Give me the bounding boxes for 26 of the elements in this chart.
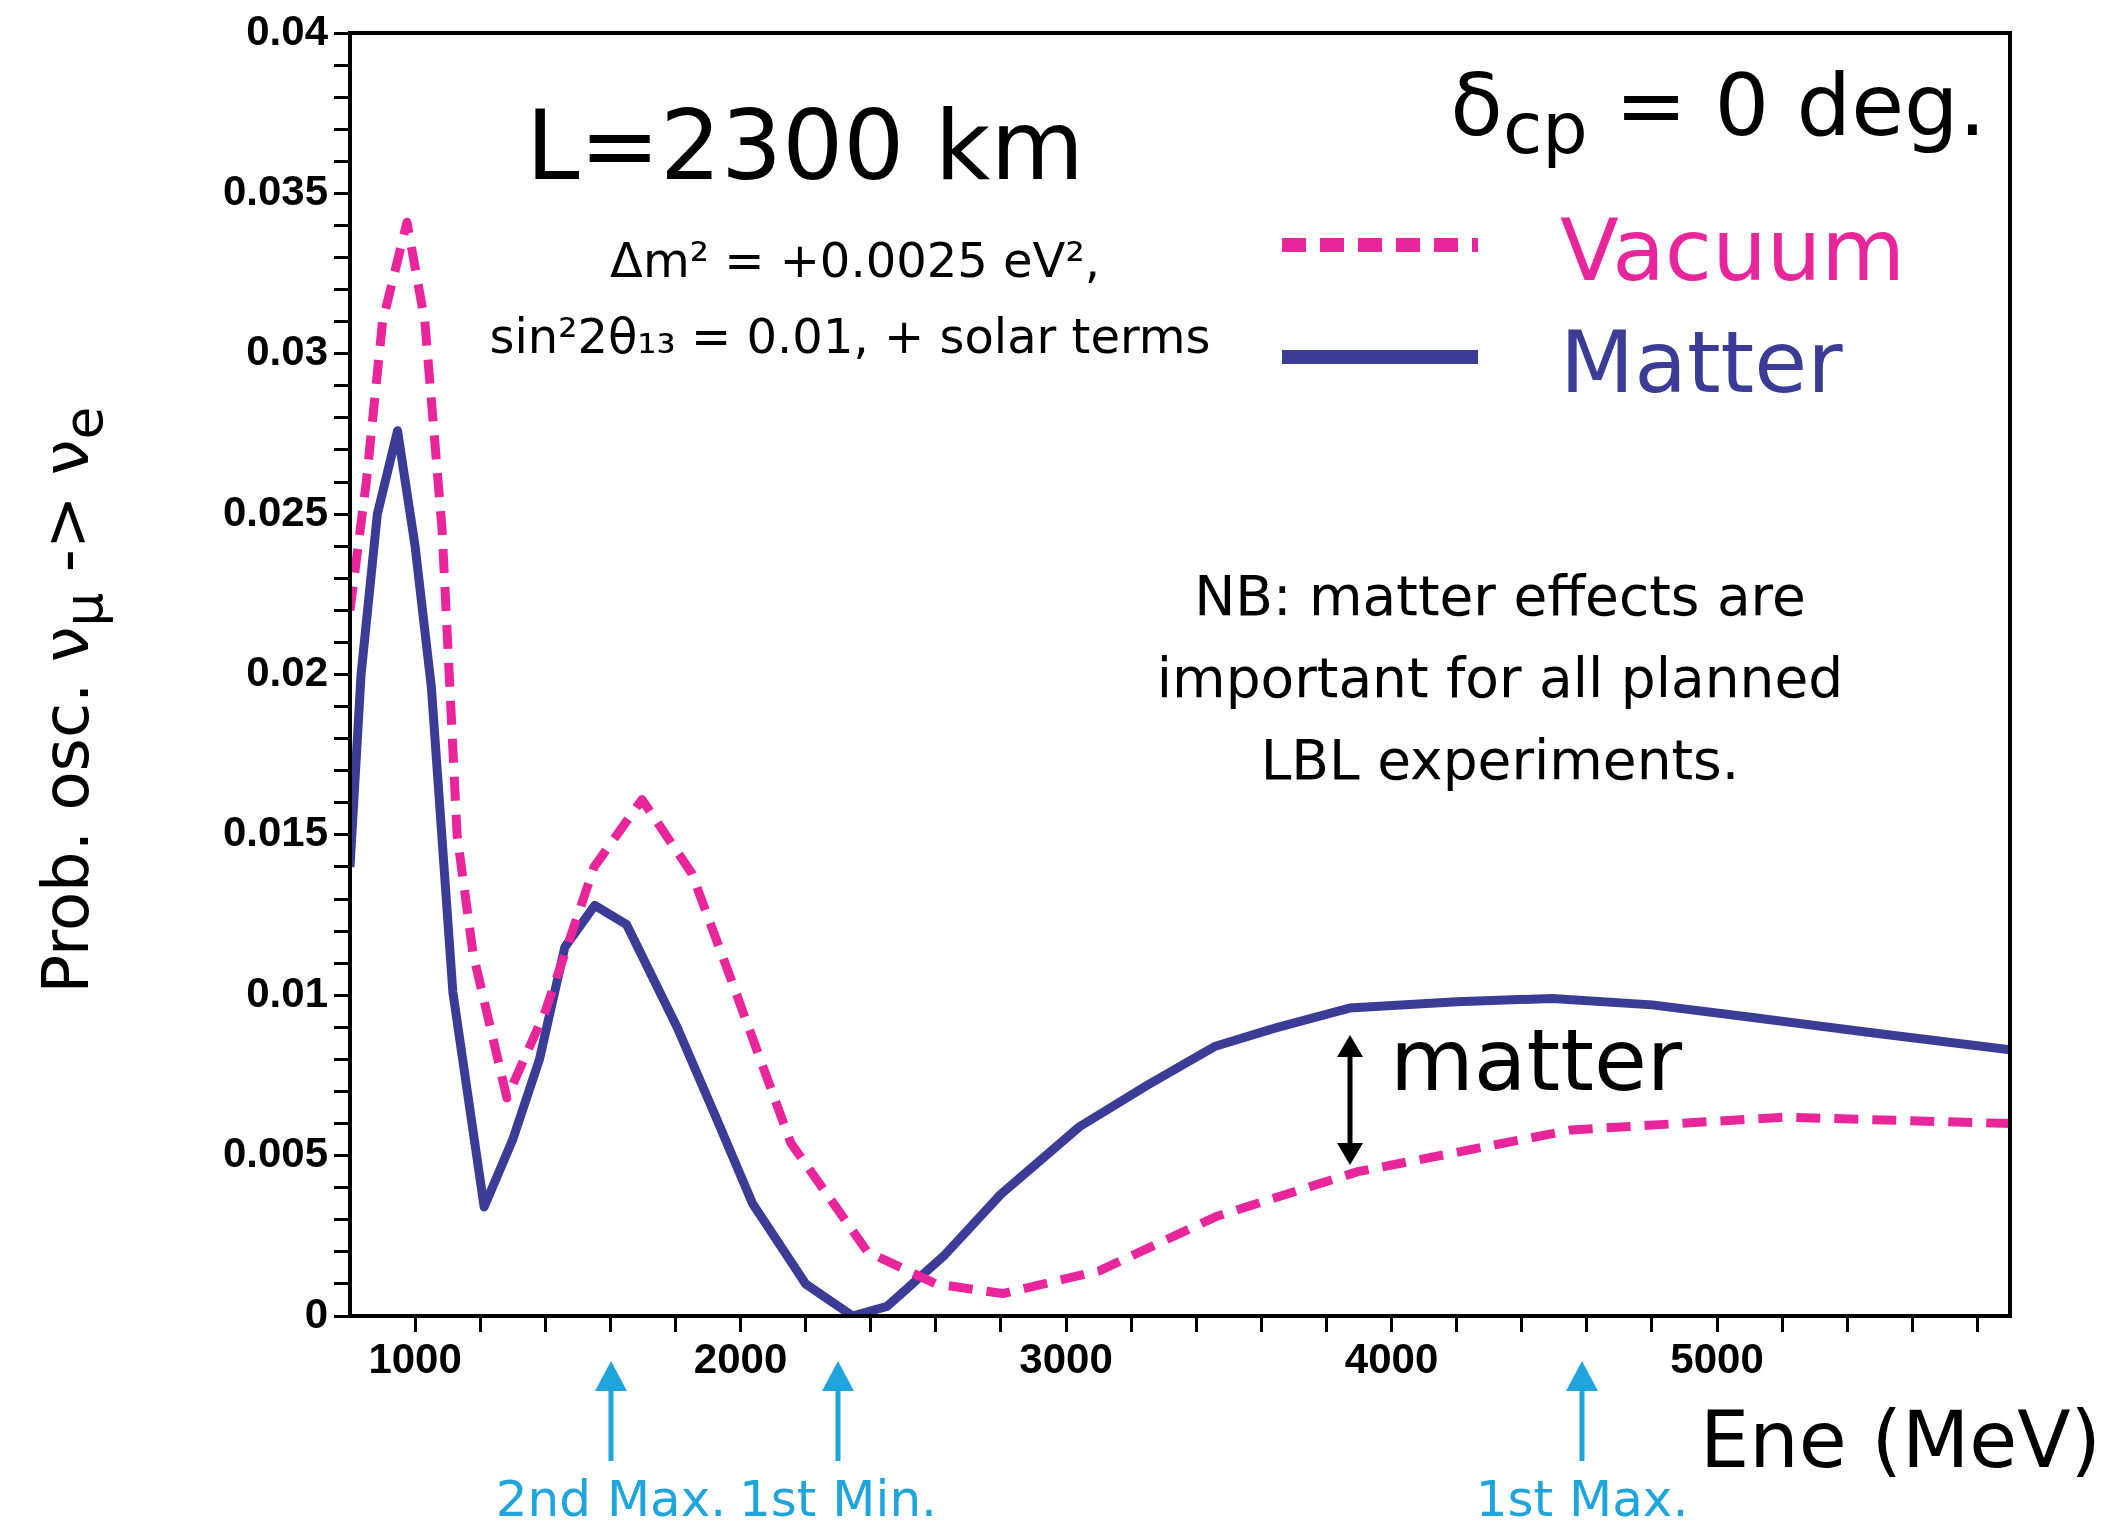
x-tick-label: 2000 — [693, 1334, 788, 1382]
annotation: δ$_{cp}$ = 0 deg. — [1450, 55, 1986, 171]
legend-label: Matter — [1560, 312, 1843, 412]
x-tick-label: 3000 — [1019, 1334, 1113, 1382]
annotation: L=2300 km — [526, 90, 1084, 202]
x-axis-title: Ene (MeV) — [1699, 1395, 2101, 1485]
x-tick-label: 4000 — [1344, 1334, 1439, 1382]
legend-label: Vacuum — [1560, 200, 1905, 300]
text: 1st Max. — [1475, 1470, 1689, 1528]
x-tick-label: 1000 — [368, 1334, 462, 1382]
text: 2nd Max. — [495, 1470, 727, 1528]
annotation: sin²2θ₁₃ = 0.01, + solar terms — [489, 308, 1211, 364]
annotation: matter — [1390, 1010, 1683, 1110]
y-tick-label: 0.005 — [222, 1129, 328, 1177]
y-tick-label: 0.03 — [246, 327, 328, 375]
y-tick-label: 0.01 — [246, 968, 328, 1016]
annotation: NB: matter effects are important for all planned LBL experiments. — [1155, 563, 1845, 794]
y-tick-label: 0.015 — [222, 808, 328, 856]
y-tick-label: 0.035 — [222, 166, 328, 214]
y-tick-label: 0.04 — [246, 6, 329, 54]
annotation: Δm² = +0.0025 eV², — [610, 232, 1100, 288]
y-tick-label: 0.025 — [222, 487, 328, 535]
y-tick-label: 0 — [304, 1289, 328, 1337]
y-tick-label: 0.02 — [246, 648, 328, 696]
text: 1st Min. — [739, 1470, 937, 1528]
x-tick-label: 5000 — [1670, 1334, 1764, 1382]
